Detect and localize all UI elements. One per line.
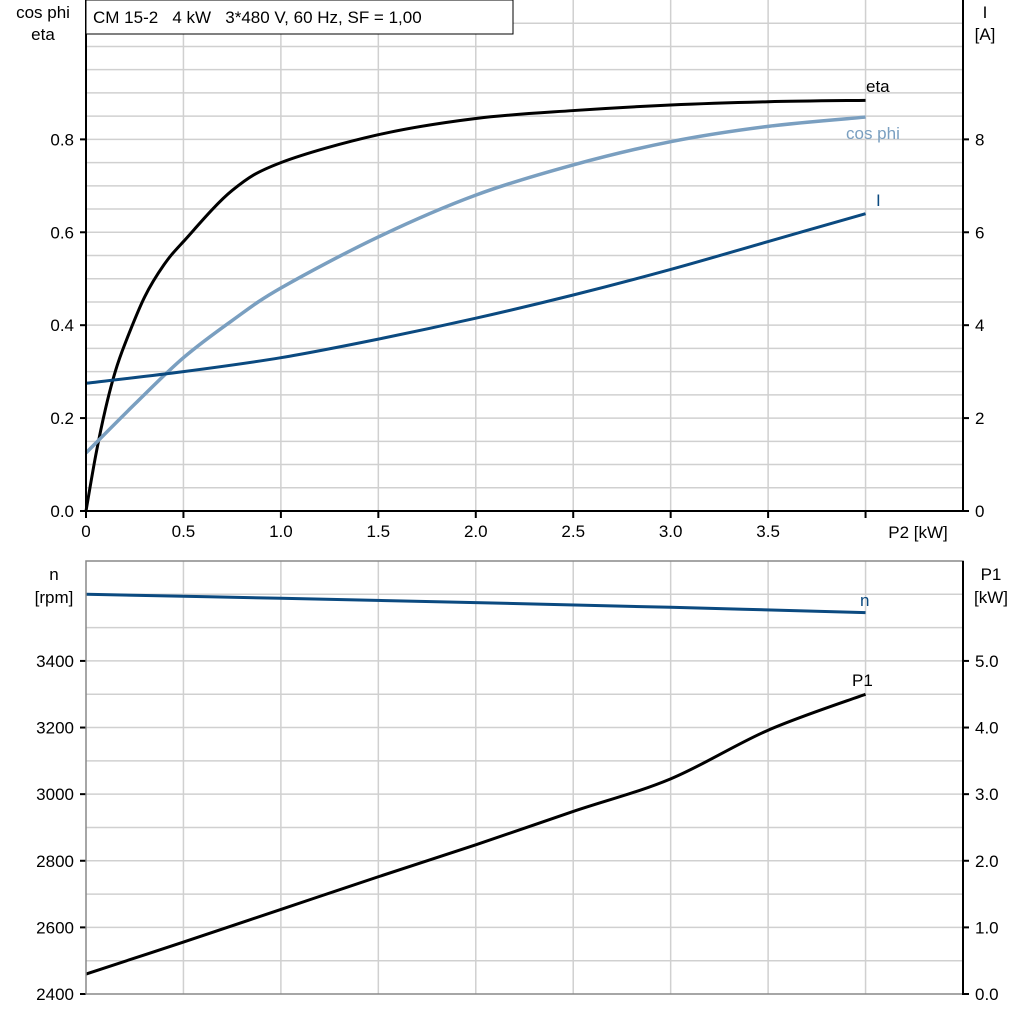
y-right-tick-label: 6 [975,223,984,242]
x-tick-label: 1.5 [367,522,391,541]
y-left-label-n: n [49,565,58,584]
y-right-tick-label: 4.0 [975,719,999,738]
y-right-tick-label: 3.0 [975,785,999,804]
series-line-i [85,212,866,385]
series-line-p1 [85,692,867,976]
y-right-label-kw: [kW] [974,588,1008,607]
title-box [85,0,514,35]
y-right-tick-label: 0 [975,502,984,521]
series-line-cos-phi [84,115,866,455]
y-left-tick-label: 0.8 [50,130,74,149]
tick-labels: 0.0 0.2 0.4 0.6 0.8 0 2 4 6 8 2400 2600 2800 3000 3200… [36,130,998,1004]
y-right-label-P1: P1 [981,565,1002,584]
y-left-label-rpm: [rpm] [35,588,74,607]
y-right-tick-label: 4 [975,316,984,335]
top-grid [86,0,963,511]
y-left-tick-label: 0.6 [50,223,74,242]
y-right-label-I: I [983,3,988,22]
y-right-tick-label: 0.0 [975,985,999,1004]
y-left-tick-label: 2600 [36,918,74,937]
x-tick-label: 0.5 [172,522,196,541]
y-left-label-eta: eta [31,25,55,44]
y-right-tick-label: 2.0 [975,852,999,871]
chart-title: CM 15-2 4 kW 3*480 V, 60 Hz, SF = 1,00 [93,8,422,27]
bottom-grid [86,561,963,994]
y-left-tick-label: 0.2 [50,409,74,428]
x-tick-label: 3.0 [659,522,683,541]
series-line-n [85,592,866,615]
y-right-tick-label: 2 [975,409,984,428]
y-left-tick-label: 2400 [36,985,74,1004]
y-left-tick-label: 0.0 [50,502,74,521]
y-right-tick-label: 8 [975,130,984,149]
x-tick-label: 3.5 [756,522,780,541]
y-left-label-cosphi: cos phi [16,3,70,22]
x-tick-label: 2.5 [561,522,585,541]
x-axis-label: P2 [kW] [888,523,948,542]
y-left-tick-label: 3200 [36,719,74,738]
y-left-tick-label: 0.4 [50,316,74,335]
x-tick-label: 2.0 [464,522,488,541]
series-label-n: n [860,591,869,610]
x-tick-label: 0 [81,522,90,541]
y-left-tick-label: 2800 [36,852,74,871]
y-left-tick-label: 3400 [36,652,74,671]
y-right-tick-label: 5.0 [975,652,999,671]
y-left-tick-label: 3000 [36,785,74,804]
series-label-P1: P1 [852,671,873,690]
curves [84,98,867,976]
series-label-cosphi: cos phi [846,124,900,143]
y-right-tick-label: 1.0 [975,918,999,937]
series-label-eta: eta [866,77,890,96]
x-tick-label: 1.0 [269,522,293,541]
series-label-I: I [876,191,881,210]
y-right-label-unit: [A] [975,25,996,44]
